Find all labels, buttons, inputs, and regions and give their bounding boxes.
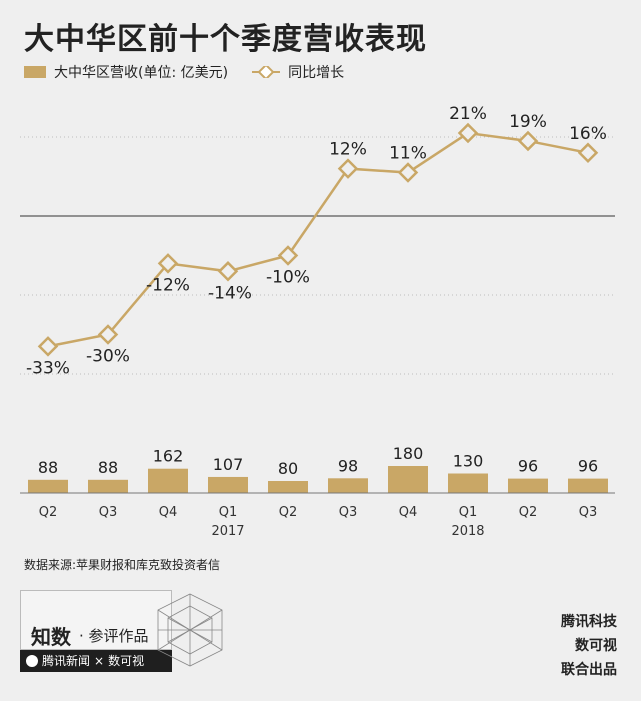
growth-value-label: 12% xyxy=(329,140,367,160)
bar xyxy=(568,479,608,493)
bar-value-label: 96 xyxy=(518,457,538,476)
bar-value-label: 88 xyxy=(98,458,118,477)
bar-value-label: 130 xyxy=(453,452,484,471)
right-credit-line-3: 联合出品 xyxy=(561,658,617,682)
growth-value-label: 21% xyxy=(449,104,487,124)
partner-cross: × xyxy=(94,650,104,672)
x-tick-label: Q3 xyxy=(99,505,118,520)
growth-value-label: 16% xyxy=(569,124,607,144)
right-credit: 腾讯科技 数可视 联合出品 xyxy=(561,610,617,682)
x-tick-label: Q3 xyxy=(579,505,598,520)
x-tick-label: Q3 xyxy=(339,505,358,520)
growth-value-label: -33% xyxy=(26,358,70,378)
growth-marker xyxy=(580,144,597,161)
growth-marker xyxy=(40,338,57,355)
x-tick-label: Q1 xyxy=(219,505,238,520)
growth-value-label: -30% xyxy=(86,347,130,367)
growth-marker xyxy=(340,160,357,177)
bar-value-label: 180 xyxy=(393,444,424,463)
x-year-label: 2017 xyxy=(211,524,244,539)
growth-value-label: 19% xyxy=(509,112,547,132)
bar-value-label: 96 xyxy=(578,457,598,476)
x-tick-label: Q2 xyxy=(519,505,538,520)
bar xyxy=(508,479,548,493)
bar xyxy=(388,466,428,493)
bar-value-label: 107 xyxy=(213,455,244,474)
growth-marker xyxy=(460,125,477,142)
bar-value-label: 98 xyxy=(338,456,358,475)
right-credit-line-2: 数可视 xyxy=(561,634,617,658)
bar xyxy=(268,481,308,493)
growth-marker xyxy=(520,132,537,149)
bar xyxy=(28,480,68,493)
bar xyxy=(88,480,128,493)
x-tick-label: Q4 xyxy=(399,505,418,520)
x-tick-label: Q1 xyxy=(459,505,478,520)
polyhedron-logo-icon xyxy=(150,590,230,670)
brand-main: 知数 xyxy=(31,621,71,650)
bar-value-label: 80 xyxy=(278,459,298,478)
chart-area: 88 88 162 107 80 98 180 130 96 96 Q2 Q3 Q4 Q1 2017 Q2 Q3… xyxy=(0,0,641,560)
x-year-label: 2018 xyxy=(451,524,484,539)
bar xyxy=(328,478,368,493)
growth-value-label: -12% xyxy=(146,275,190,295)
growth-value-label: -10% xyxy=(266,268,310,288)
growth-value-label: 11% xyxy=(389,144,427,164)
tencent-news-logo-icon xyxy=(26,655,38,667)
x-tick-label: Q2 xyxy=(279,505,298,520)
bar-value-label: 88 xyxy=(38,458,58,477)
partner-2: 数可视 xyxy=(108,650,144,672)
growth-value-label: -14% xyxy=(208,283,252,303)
bar xyxy=(208,477,248,493)
bar-value-label: 162 xyxy=(153,447,184,466)
data-source: 数据来源:苹果财报和库克致投资者信 xyxy=(24,556,220,573)
growth-marker xyxy=(400,164,417,181)
right-credit-line-1: 腾讯科技 xyxy=(561,610,617,634)
partner-1: 腾讯新闻 xyxy=(42,650,90,672)
growth-marker xyxy=(280,247,297,264)
growth-marker xyxy=(220,263,237,280)
x-tick-label: Q2 xyxy=(39,505,58,520)
brand-sub: · 参评作品 xyxy=(79,625,149,646)
bar xyxy=(448,474,488,494)
x-tick-label: Q4 xyxy=(159,505,178,520)
growth-line xyxy=(48,133,588,346)
bar xyxy=(148,469,188,493)
